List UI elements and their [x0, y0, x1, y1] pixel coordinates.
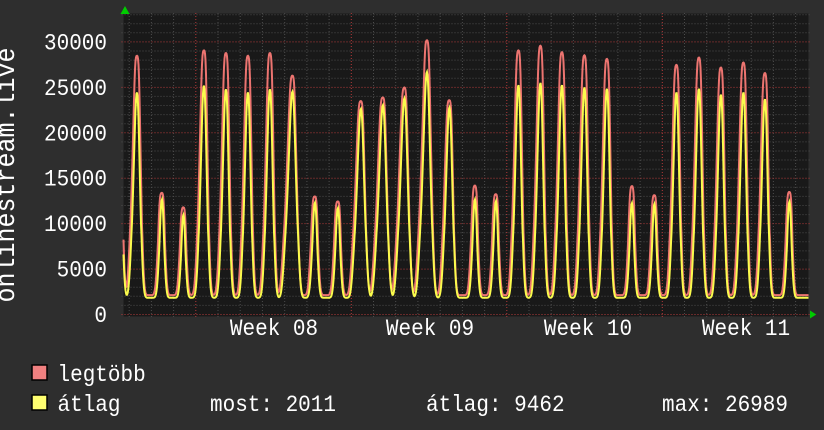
svg-text:10000: 10000: [44, 212, 107, 238]
svg-text:Week 09: Week 09: [386, 316, 474, 342]
svg-text:5000: 5000: [57, 258, 107, 284]
svg-text:30000: 30000: [44, 31, 107, 57]
svg-text:max: 26989: max: 26989: [662, 392, 788, 418]
svg-text:most: 2011: most: 2011: [210, 392, 336, 418]
svg-text:legtöbb: legtöbb: [58, 362, 146, 388]
svg-text:0: 0: [94, 303, 107, 329]
svg-text:Week 08: Week 08: [230, 316, 318, 342]
svg-text:Week 11: Week 11: [702, 316, 790, 342]
svg-text:25000: 25000: [44, 76, 107, 102]
svg-text:20000: 20000: [44, 121, 107, 147]
svg-text:onlinestream.live: onlinestream.live: [0, 48, 22, 303]
svg-text:átlag: átlag: [58, 392, 121, 418]
svg-text:átlag: 9462: átlag: 9462: [426, 392, 565, 418]
svg-text:Week 10: Week 10: [544, 316, 632, 342]
svg-text:15000: 15000: [44, 167, 107, 193]
